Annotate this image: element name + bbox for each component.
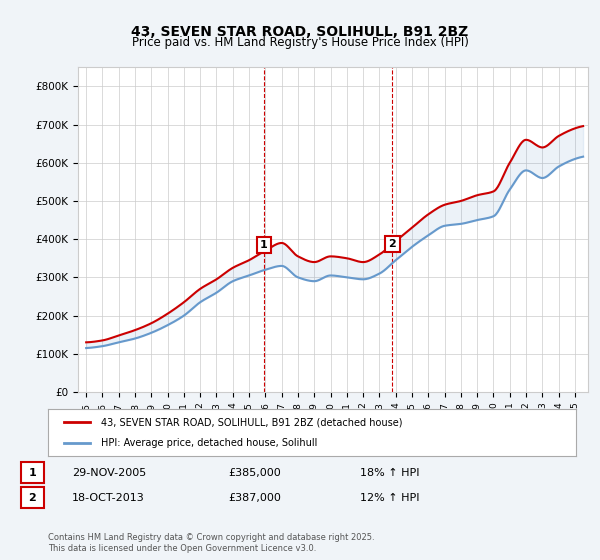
Text: HPI: Average price, detached house, Solihull: HPI: Average price, detached house, Soli… bbox=[101, 438, 317, 448]
Text: 2: 2 bbox=[29, 493, 36, 503]
Text: 12% ↑ HPI: 12% ↑ HPI bbox=[360, 493, 419, 503]
Text: 18-OCT-2013: 18-OCT-2013 bbox=[72, 493, 145, 503]
Text: 1: 1 bbox=[260, 240, 268, 250]
Text: Contains HM Land Registry data © Crown copyright and database right 2025.
This d: Contains HM Land Registry data © Crown c… bbox=[48, 533, 374, 553]
Text: 43, SEVEN STAR ROAD, SOLIHULL, B91 2BZ (detached house): 43, SEVEN STAR ROAD, SOLIHULL, B91 2BZ (… bbox=[101, 417, 403, 427]
Text: Price paid vs. HM Land Registry's House Price Index (HPI): Price paid vs. HM Land Registry's House … bbox=[131, 36, 469, 49]
Text: 18% ↑ HPI: 18% ↑ HPI bbox=[360, 468, 419, 478]
Text: £387,000: £387,000 bbox=[228, 493, 281, 503]
Text: 1: 1 bbox=[29, 468, 36, 478]
Text: 43, SEVEN STAR ROAD, SOLIHULL, B91 2BZ: 43, SEVEN STAR ROAD, SOLIHULL, B91 2BZ bbox=[131, 25, 469, 39]
Text: £385,000: £385,000 bbox=[228, 468, 281, 478]
Text: 29-NOV-2005: 29-NOV-2005 bbox=[72, 468, 146, 478]
Text: 2: 2 bbox=[388, 239, 396, 249]
